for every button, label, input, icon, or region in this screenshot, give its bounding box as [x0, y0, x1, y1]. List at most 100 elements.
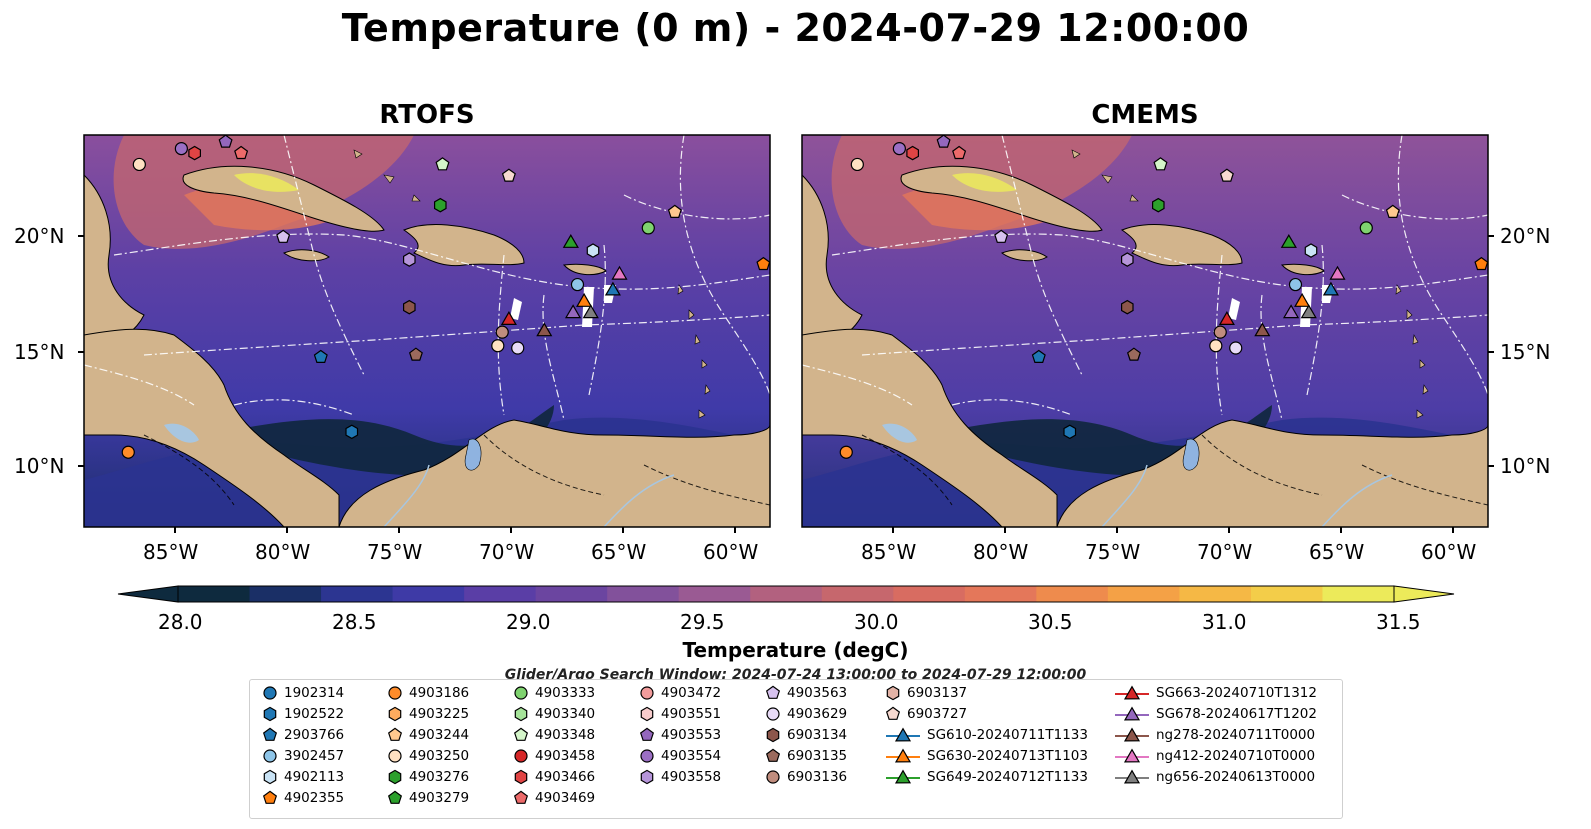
colorbar-segment-3 — [392, 586, 465, 602]
hexagon-marker-icon — [263, 769, 277, 784]
legend-item: 4903279 — [387, 787, 469, 808]
legend-item-label: 4902355 — [284, 789, 345, 806]
float-marker-14 — [756, 256, 770, 271]
triangle-marker-icon — [886, 768, 920, 784]
hexagon-marker-icon — [514, 706, 528, 721]
colorbar-segment-6 — [607, 586, 680, 602]
legend-item-label: 6903136 — [787, 768, 848, 785]
legend-item-label: 4903458 — [535, 747, 596, 764]
legend-item-label: ng412-20240710T0000 — [1156, 747, 1316, 764]
cb-tick-28.0: 28.0 — [158, 610, 203, 634]
legend-item-label: 4903629 — [787, 705, 848, 722]
triangle-marker-icon — [1115, 726, 1149, 742]
lon-label-left-65: 65°W — [591, 540, 647, 564]
legend-item: SG678-20240617T1202 — [1114, 703, 1317, 724]
float-marker-9 — [1120, 252, 1134, 267]
legend-item: 4903551 — [639, 703, 721, 724]
legend-item: 4903348 — [513, 724, 595, 745]
float-marker-21 — [536, 322, 553, 337]
float-marker-0 — [132, 157, 146, 172]
legend-item-label: SG678-20240617T1202 — [1156, 705, 1317, 722]
pentagon-marker-icon — [387, 790, 403, 804]
colorbar-segment-16 — [1322, 586, 1395, 602]
circle-marker-icon — [263, 685, 277, 700]
lon-label-right-60: 60°W — [1421, 540, 1477, 564]
colorbar-segment-9 — [821, 586, 894, 602]
legend-item-label: SG649-20240712T1133 — [927, 768, 1088, 785]
hexagon-marker-icon — [886, 685, 900, 700]
float-marker-6 — [435, 157, 450, 171]
float-marker-12 — [641, 221, 655, 235]
float-marker-29 — [1063, 424, 1077, 440]
triangle-marker-icon — [1115, 684, 1149, 700]
map-rtofs — [84, 135, 770, 527]
legend-item-label: 4903279 — [409, 789, 470, 806]
pentagon-marker-icon — [513, 727, 529, 741]
legend-item-label: 2903766 — [284, 726, 345, 743]
hexagon-marker-icon — [766, 727, 780, 742]
legend-item: 4903466 — [513, 766, 595, 787]
legend-item-label: SG630-20240713T1103 — [927, 747, 1088, 764]
lat-label-right-10: 10°N — [1500, 454, 1551, 478]
legend-item: 4903553 — [639, 724, 721, 745]
float-marker-27 — [1126, 347, 1141, 361]
pentagon-marker-icon — [262, 790, 278, 804]
legend-item: 6903135 — [765, 745, 847, 766]
hexagon-marker-icon — [640, 769, 654, 784]
float-marker-2 — [188, 145, 201, 161]
hexagon-marker-icon — [388, 706, 402, 721]
circle-marker-icon — [640, 748, 654, 763]
legend-item-label: 4903250 — [409, 747, 470, 764]
float-marker-13 — [667, 204, 682, 218]
legend-item: 2903766 — [262, 724, 344, 745]
legend-column-0: 1902314 1902522 2903766 3902457 4902113 49023… — [262, 682, 344, 808]
legend-item-label: 4903276 — [409, 768, 470, 785]
legend-item: 3902457 — [262, 745, 344, 766]
triangle-marker-icon — [1115, 768, 1149, 784]
float-marker-23 — [1213, 325, 1227, 339]
colorbar-segment-11 — [964, 586, 1037, 602]
float-marker-8 — [501, 168, 516, 182]
float-marker-4 — [952, 145, 967, 160]
float-marker-9 — [403, 252, 416, 267]
pentagon-marker-icon — [387, 727, 403, 741]
float-marker-16 — [1329, 265, 1346, 280]
float-marker-23 — [495, 325, 509, 339]
lon-label-right-65: 65°W — [1309, 540, 1365, 564]
float-marker-17 — [604, 281, 621, 296]
legend-item: ng412-20240710T0000 — [1114, 745, 1317, 766]
legend-column-2: 4903333 4903340 4903348 4903458 4903466 49034… — [513, 682, 595, 808]
colorbar — [117, 585, 1455, 603]
cb-tick-28.5: 28.5 — [332, 610, 377, 634]
float-marker-29 — [345, 424, 359, 440]
float-marker-3 — [936, 135, 951, 148]
colorbar-label: Temperature (degC) — [682, 638, 909, 662]
legend-item-label: ng278-20240711T0000 — [1156, 726, 1316, 743]
legend-item-label: 4902113 — [284, 768, 345, 785]
legend-item: 4903629 — [765, 703, 847, 724]
cb-tick-30.0: 30.0 — [854, 610, 899, 634]
legend-item: 6903134 — [765, 724, 847, 745]
legend-item: 6903727 — [885, 703, 1088, 724]
cb-tick-31.5: 31.5 — [1376, 610, 1421, 634]
lon-label-right-70: 70°W — [1197, 540, 1253, 564]
float-marker-1 — [174, 141, 188, 156]
legend-column-4: 4903563 4903629 6903134 6903135 6903136 — [765, 682, 847, 787]
legend-item: SG610-20240711T1133 — [885, 724, 1088, 745]
legend-item-label: ng656-20240613T0000 — [1156, 768, 1316, 785]
circle-marker-icon — [388, 748, 402, 763]
cb-tick-29.5: 29.5 — [680, 610, 725, 634]
circle-marker-icon — [514, 748, 528, 763]
panel-title-rtofs: RTOFS — [379, 100, 475, 130]
float-marker-12 — [1359, 221, 1373, 235]
legend-item: 4902355 — [262, 787, 344, 808]
legend-item: 4903225 — [387, 703, 469, 724]
float-marker-0 — [850, 157, 864, 172]
float-marker-8 — [1219, 168, 1234, 182]
colorbar-segment-1 — [249, 586, 322, 602]
float-marker-20 — [1300, 304, 1317, 319]
legend-item-label: 6903137 — [907, 684, 968, 701]
cb-tick-29.0: 29.0 — [506, 610, 551, 634]
float-marker-3 — [218, 135, 233, 148]
